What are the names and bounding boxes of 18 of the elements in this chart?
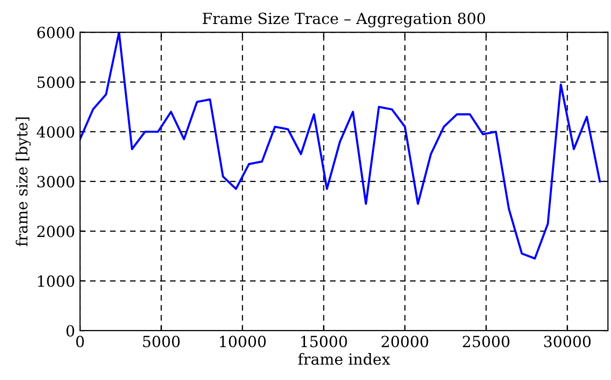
chart-title: Frame Size Trace – Aggregation 800 [202,12,486,28]
y-axis-title: frame size [byte] [16,117,31,246]
x-tick-label: 0 [76,336,84,348]
x-tick-label: 5000 [143,336,180,348]
y-tick-label: 2000 [37,226,74,238]
y-tick-label: 6000 [37,26,74,38]
x-axis-title: frame index [298,353,390,365]
y-tick-label: 5000 [38,76,74,88]
x-tick-label: 25000 [462,336,510,348]
y-tick-label: 0 [66,325,74,337]
y-tick-label: 3000 [37,176,74,188]
y-tick-label: 4000 [36,126,74,138]
x-tick-label: 10000 [220,336,266,348]
line-series [80,32,601,260]
x-tick-label: 30000 [544,336,591,348]
x-tick-label: 15000 [301,336,347,348]
x-tick-label: 20000 [382,336,428,348]
y-tick-label: 1000 [38,275,74,287]
